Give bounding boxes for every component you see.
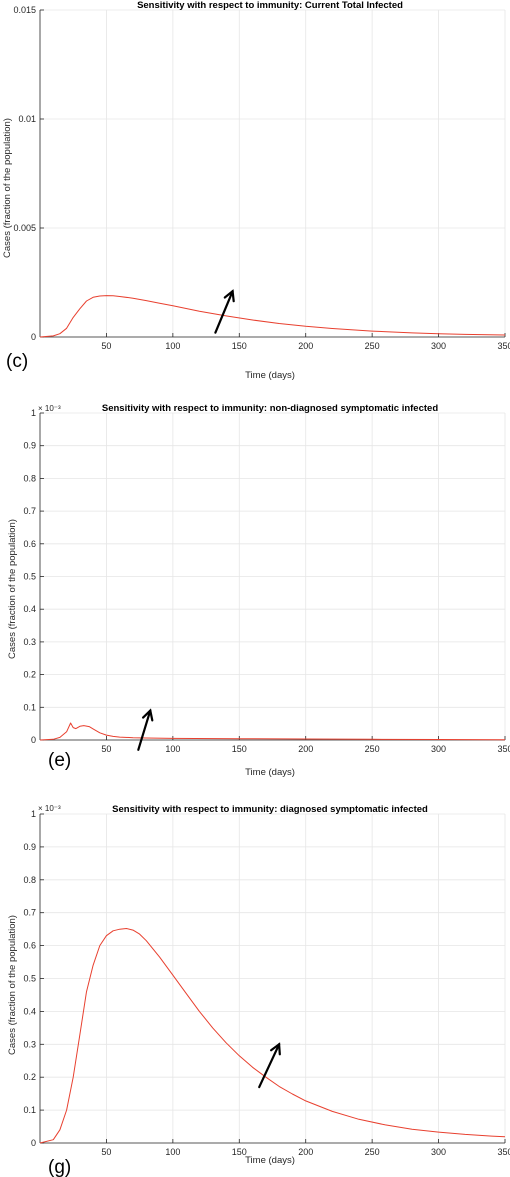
y-tick-label: 1 <box>31 809 36 819</box>
y-tick-label: 1 <box>31 408 36 418</box>
y-tick-label: 0.7 <box>23 908 36 918</box>
chart-current-total-infected: 50 100 150 200 250 300 350 0 0.005 0.01 0.015 Sens… <box>2 0 510 381</box>
grid-lines <box>40 9 506 338</box>
y-exponent-label: × 10⁻³ <box>38 404 61 413</box>
x-tick-label: 350 <box>497 744 510 754</box>
x-axis-label: Time (days) <box>245 767 295 778</box>
y-tick-label: 0 <box>31 1138 36 1148</box>
arrow-shaft <box>137 709 152 751</box>
x-tick-label: 250 <box>365 1147 380 1157</box>
y-tick-label: 0.9 <box>23 842 36 852</box>
y-axis-label: Cases (fraction of the population) <box>7 915 18 1055</box>
series-line <box>39 722 506 741</box>
y-tick-label: 0.005 <box>13 223 36 233</box>
x-tick-label: 200 <box>298 341 313 351</box>
x-tick-label: 250 <box>365 341 380 351</box>
axes: 50 100 150 200 250 300 350 0 0.1 0.2 0.3 0.4 0.5 0.6 0… <box>23 809 510 1157</box>
y-tick-label: 0.8 <box>23 473 36 483</box>
y-axis-label: Cases (fraction of the population) <box>2 118 13 258</box>
x-tick-label: 50 <box>101 1147 111 1157</box>
grid-lines <box>40 813 506 1144</box>
chart-diagnosed-symptomatic-infected: 50 100 150 200 250 300 350 0 0.1 0.2 0.3 0.4 0.5 0.6 0… <box>7 804 510 1177</box>
x-tick-label: 50 <box>101 744 111 754</box>
axes: 50 100 150 200 250 300 350 0 0.005 0.01 0.015 <box>13 5 510 351</box>
x-tick-label: 100 <box>165 744 180 754</box>
x-tick-label: 250 <box>365 744 380 754</box>
y-tick-label: 0.3 <box>23 1039 36 1049</box>
x-tick-label: 150 <box>232 341 247 351</box>
y-tick-label: 0.5 <box>23 572 36 582</box>
plot-area <box>39 928 506 1144</box>
x-axis-label: Time (days) <box>245 1155 295 1166</box>
plot-area <box>39 708 506 751</box>
y-tick-label: 0.9 <box>23 441 36 451</box>
arrow-head <box>270 1042 281 1056</box>
chart-title: Sensitivity with respect to immunity: Cu… <box>137 0 403 11</box>
y-tick-label: 0.7 <box>23 506 36 516</box>
grid-lines <box>40 412 506 741</box>
x-axis-label: Time (days) <box>245 370 295 381</box>
y-tick-label: 0.2 <box>23 1072 36 1082</box>
y-tick-label: 0.5 <box>23 974 36 984</box>
x-tick-label: 350 <box>497 341 510 351</box>
y-tick-label: 0.6 <box>23 941 36 951</box>
y-tick-label: 0.8 <box>23 875 36 885</box>
arrow-shaft <box>214 290 234 334</box>
x-tick-label: 300 <box>431 341 446 351</box>
y-axis-label: Cases (fraction of the population) <box>7 519 18 659</box>
x-tick-label: 300 <box>431 1147 446 1157</box>
panel-label: (e) <box>48 750 71 771</box>
x-tick-label: 300 <box>431 744 446 754</box>
y-tick-label: 0.4 <box>23 1006 36 1016</box>
arrow-head <box>223 289 235 303</box>
x-tick-label: 150 <box>232 1147 247 1157</box>
x-tick-label: 200 <box>298 744 313 754</box>
series-line <box>39 928 506 1144</box>
y-tick-label: 0.4 <box>23 604 36 614</box>
series-line <box>39 295 506 338</box>
y-exponent-label: × 10⁻³ <box>38 804 61 813</box>
y-tick-label: 0.1 <box>23 1105 36 1115</box>
x-tick-label: 50 <box>101 341 111 351</box>
y-tick-label: 0.6 <box>23 539 36 549</box>
x-tick-label: 200 <box>298 1147 313 1157</box>
y-tick-label: 0.015 <box>13 5 36 15</box>
y-tick-label: 0.3 <box>23 637 36 647</box>
y-tick-label: 0.2 <box>23 670 36 680</box>
axes: 50 100 150 200 250 300 350 0 0.1 0.2 0.3 0.4 0.5 0.6 0… <box>23 408 510 754</box>
arrow-shaft <box>258 1043 281 1089</box>
panel-label: (c) <box>6 351 28 372</box>
y-tick-label: 0.01 <box>18 114 36 124</box>
panel-label: (g) <box>48 1157 71 1177</box>
y-tick-label: 0 <box>31 332 36 342</box>
chart-title: Sensitivity with respect to immunity: di… <box>112 804 428 815</box>
chart-title: Sensitivity with respect to immunity: no… <box>102 403 438 414</box>
x-tick-label: 100 <box>165 1147 180 1157</box>
y-tick-label: 0.1 <box>23 702 36 712</box>
arrow-head <box>142 708 154 722</box>
x-tick-label: 350 <box>497 1147 510 1157</box>
y-tick-label: 0 <box>31 735 36 745</box>
x-tick-label: 100 <box>165 341 180 351</box>
plot-area <box>39 289 506 338</box>
x-tick-label: 150 <box>232 744 247 754</box>
chart-non-diagnosed-symptomatic-infected: 50 100 150 200 250 300 350 0 0.1 0.2 0.3 0.4 0.5 0.6 0… <box>7 403 510 778</box>
